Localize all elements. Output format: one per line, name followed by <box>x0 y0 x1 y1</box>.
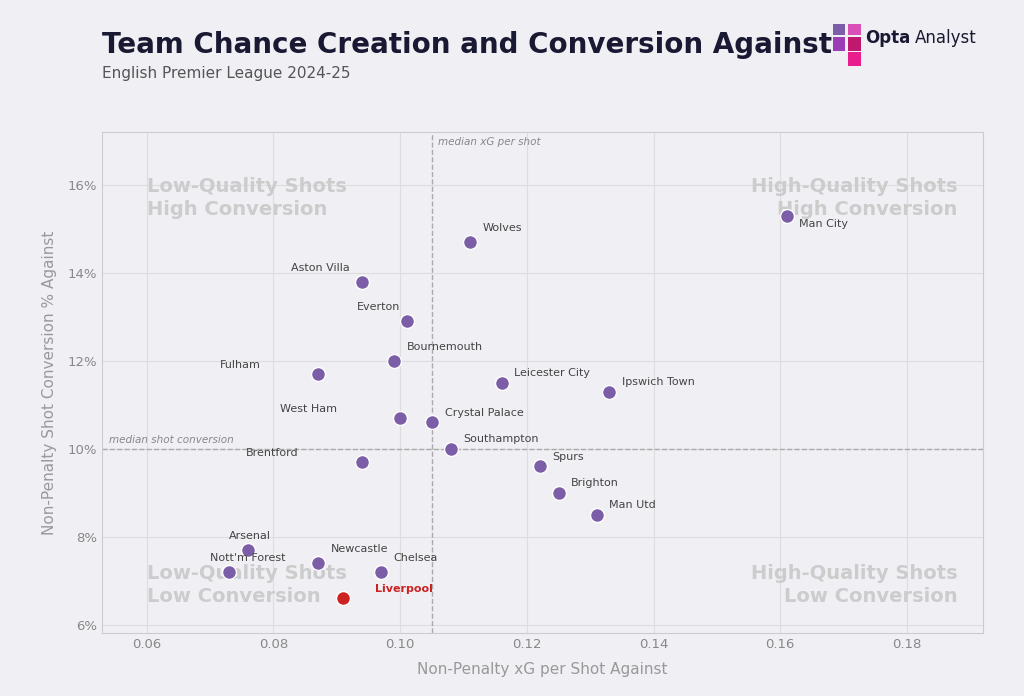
Point <box>354 276 371 287</box>
Point <box>589 509 605 520</box>
Text: Man City: Man City <box>800 219 848 229</box>
Text: Liverpool: Liverpool <box>375 584 433 594</box>
FancyBboxPatch shape <box>848 37 861 51</box>
Text: Man Utd: Man Utd <box>609 500 656 510</box>
Text: West Ham: West Ham <box>280 404 337 413</box>
Text: Wolves: Wolves <box>482 223 522 233</box>
Point <box>309 557 326 569</box>
Text: Arsenal: Arsenal <box>229 531 271 541</box>
FancyBboxPatch shape <box>848 24 861 35</box>
Point <box>778 210 795 221</box>
Text: Aston Villa: Aston Villa <box>291 263 349 273</box>
Point <box>373 567 389 578</box>
Text: Bournemouth: Bournemouth <box>407 342 482 352</box>
Text: median shot conversion: median shot conversion <box>109 435 233 445</box>
Text: Low-Quality Shots
High Conversion: Low-Quality Shots High Conversion <box>146 177 346 219</box>
Point <box>462 237 478 248</box>
Text: Newcastle: Newcastle <box>331 544 388 554</box>
Point <box>494 377 510 388</box>
Text: Fulham: Fulham <box>220 360 261 370</box>
Text: Nott'm Forest: Nott'm Forest <box>210 553 286 563</box>
Y-axis label: Non-Penalty Shot Conversion % Against: Non-Penalty Shot Conversion % Against <box>42 230 56 535</box>
X-axis label: Non-Penalty xG per Shot Against: Non-Penalty xG per Shot Against <box>418 663 668 677</box>
Text: Ipswich Town: Ipswich Town <box>622 377 695 387</box>
Text: High-Quality Shots
High Conversion: High-Quality Shots High Conversion <box>751 177 957 219</box>
FancyBboxPatch shape <box>834 37 846 51</box>
Point <box>442 443 459 454</box>
Text: Chelsea: Chelsea <box>394 553 438 563</box>
Text: Analyst: Analyst <box>914 29 976 47</box>
FancyBboxPatch shape <box>848 52 861 66</box>
Text: median xG per shot: median xG per shot <box>438 136 541 147</box>
Text: High-Quality Shots
Low Conversion: High-Quality Shots Low Conversion <box>751 564 957 606</box>
FancyBboxPatch shape <box>834 24 846 35</box>
Point <box>601 386 617 397</box>
Point <box>240 544 256 555</box>
Text: Low-Quality Shots
Low Conversion: Low-Quality Shots Low Conversion <box>146 564 346 606</box>
Point <box>221 567 238 578</box>
Point <box>531 461 548 472</box>
Text: Leicester City: Leicester City <box>514 368 590 379</box>
Point <box>354 457 371 468</box>
Point <box>398 316 415 327</box>
Text: English Premier League 2024-25: English Premier League 2024-25 <box>102 66 351 81</box>
Text: Crystal Palace: Crystal Palace <box>444 408 523 418</box>
Text: Everton: Everton <box>356 303 400 313</box>
Text: Team Chance Creation and Conversion Against: Team Chance Creation and Conversion Agai… <box>102 31 833 59</box>
Text: Opta: Opta <box>865 29 910 47</box>
Text: Spurs: Spurs <box>552 452 584 462</box>
Text: Brighton: Brighton <box>571 478 620 489</box>
Text: Southampton: Southampton <box>464 434 539 444</box>
Point <box>309 368 326 379</box>
Point <box>386 355 402 366</box>
Text: Brentford: Brentford <box>246 448 299 457</box>
Point <box>550 487 566 498</box>
Point <box>424 417 440 428</box>
Point <box>392 413 409 424</box>
Point <box>335 592 351 603</box>
